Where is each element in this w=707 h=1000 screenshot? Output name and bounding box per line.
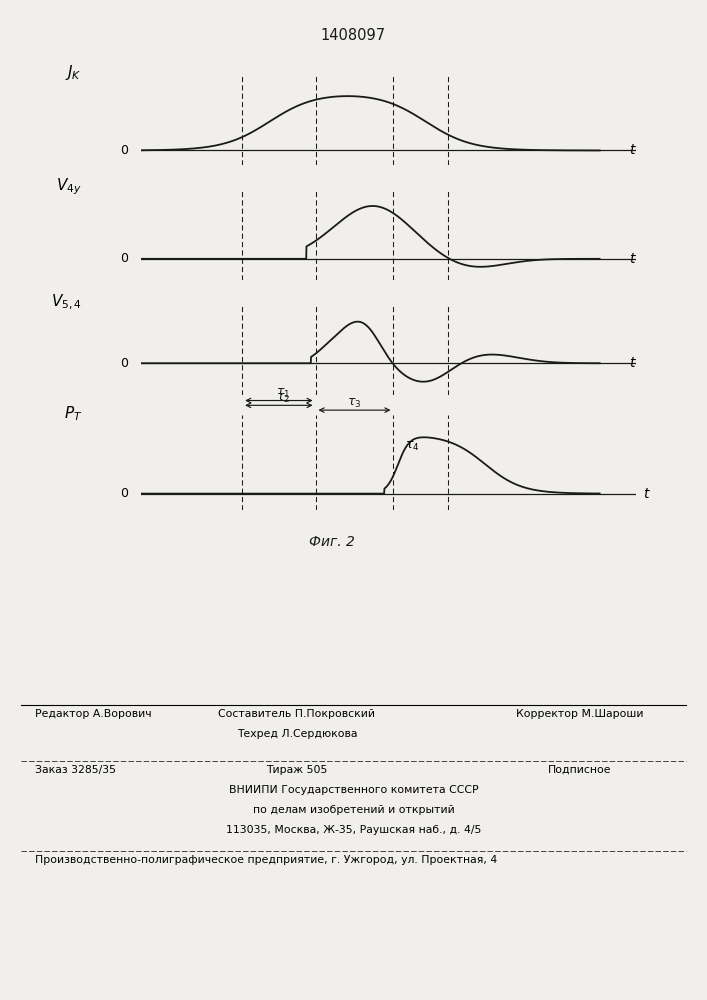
Text: $\tau_1$: $\tau_1$ [276, 387, 291, 400]
Text: Техред Л.Сердюкова: Техред Л.Сердюкова [237, 729, 357, 739]
Text: Производственно-полиграфическое предприятие, г. Ужгород, ул. Проектная, 4: Производственно-полиграфическое предприя… [35, 855, 498, 865]
Text: $t$: $t$ [629, 143, 637, 157]
Text: 113035, Москва, Ж-35, Раушская наб., д. 4/5: 113035, Москва, Ж-35, Раушская наб., д. … [226, 825, 481, 835]
Text: $t$: $t$ [629, 356, 637, 370]
Text: $t$: $t$ [629, 252, 637, 266]
Text: $V_{5,4}$: $V_{5,4}$ [51, 293, 82, 312]
Text: Фиг. 2: Фиг. 2 [310, 535, 355, 549]
Text: 0: 0 [119, 487, 128, 500]
Text: Корректор М.Шароши: Корректор М.Шароши [516, 709, 643, 719]
Text: 1408097: 1408097 [321, 28, 386, 43]
Text: ВНИИПИ Государственного комитета СССР: ВНИИПИ Государственного комитета СССР [228, 785, 479, 795]
Text: $\tau_3$: $\tau_3$ [347, 397, 362, 410]
Text: $J_K$: $J_K$ [65, 63, 82, 82]
Text: Редактор А.Ворович: Редактор А.Ворович [35, 709, 152, 719]
Text: $\tau_2$: $\tau_2$ [276, 392, 291, 405]
Text: $V_{4y}$: $V_{4y}$ [57, 177, 82, 197]
Text: 0: 0 [119, 144, 128, 157]
Text: $\tau_4$: $\tau_4$ [405, 440, 419, 453]
Text: $t$: $t$ [643, 487, 651, 501]
Text: 0: 0 [119, 357, 128, 370]
Text: по делам изобретений и открытий: по делам изобретений и открытий [252, 805, 455, 815]
Text: Заказ 3285/35: Заказ 3285/35 [35, 765, 117, 775]
Text: Подписное: Подписное [548, 765, 612, 775]
Text: Составитель П.Покровский: Составитель П.Покровский [218, 709, 375, 719]
Text: Тираж 505: Тираж 505 [267, 765, 327, 775]
Text: 0: 0 [119, 252, 128, 265]
Text: $P_T$: $P_T$ [64, 404, 82, 423]
